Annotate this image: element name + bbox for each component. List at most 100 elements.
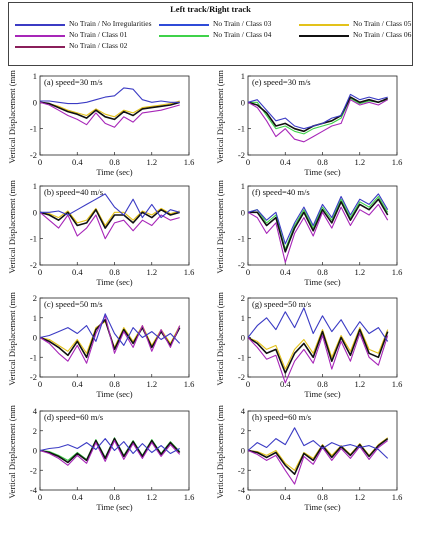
- y-tick-label: 0: [241, 333, 245, 343]
- x-tick-label: 0: [38, 157, 42, 167]
- legend-swatch: [159, 35, 209, 37]
- series-line: [247, 427, 389, 459]
- legend-label: No Train / No Irregularities: [69, 19, 152, 28]
- legend-label: No Train / Class 03: [213, 19, 272, 28]
- series-line: [39, 318, 181, 359]
- x-tick-label: 0: [38, 379, 42, 389]
- y-tick-label: 0: [33, 333, 37, 343]
- x-tick-label: 0.8: [317, 492, 328, 502]
- legend-swatch: [15, 24, 65, 26]
- x-axis-label: Time (sec): [96, 167, 132, 177]
- y-tick-label: -2: [238, 372, 245, 382]
- x-axis-label: Time (sec): [96, 277, 132, 287]
- series-line: [247, 332, 389, 384]
- series-line: [247, 437, 389, 475]
- y-axis-label: Vertical Displacement (mm): [7, 292, 17, 386]
- y-tick-label: -4: [238, 485, 246, 495]
- series-line: [39, 100, 180, 118]
- series-line: [39, 438, 180, 455]
- y-axis-label: Vertical Displacement (mm): [215, 70, 225, 164]
- x-tick-label: 0.4: [72, 267, 83, 277]
- series-line: [39, 101, 180, 121]
- y-axis-label: Vertical Displacement (mm): [215, 180, 225, 274]
- x-tick-label: 1.2: [146, 157, 157, 167]
- x-tick-label: 1.6: [392, 379, 403, 389]
- y-tick-label: 2: [241, 293, 245, 303]
- y-tick-label: 0: [33, 446, 37, 456]
- series-line: [39, 315, 181, 364]
- plot-frame: [39, 185, 190, 266]
- series-line: [39, 437, 181, 464]
- x-tick-label: 0: [246, 157, 250, 167]
- series-line: [247, 96, 389, 133]
- x-axis-label: Time (sec): [304, 167, 340, 177]
- legend-swatch: [159, 24, 209, 26]
- series-line: [39, 101, 180, 128]
- y-tick-label: -1: [238, 234, 245, 244]
- x-tick-label: 0.4: [72, 379, 83, 389]
- y-axis-label: Vertical Displacement (mm): [7, 180, 17, 274]
- y-tick-label: -2: [238, 465, 245, 475]
- y-tick-label: -1: [238, 352, 245, 362]
- series-line: [40, 87, 180, 105]
- x-tick-label: 1.6: [392, 157, 403, 167]
- x-tick-label: 0.4: [280, 157, 291, 167]
- y-tick-label: -1: [30, 124, 37, 134]
- x-tick-label: 1.6: [184, 157, 195, 167]
- series-line: [247, 327, 389, 370]
- panel-title: (d) speed=60 m/s: [44, 412, 103, 422]
- y-tick-label: 2: [33, 426, 37, 436]
- y-tick-label: 0: [241, 97, 245, 107]
- x-tick-label: 0.8: [109, 379, 120, 389]
- legend: Left track/Right track No Train / No Irr…: [8, 2, 413, 66]
- y-tick-label: -1: [30, 234, 37, 244]
- panel-title: (c) speed=50 m/s: [44, 299, 103, 309]
- panel-title: (h) speed=60 m/s: [252, 412, 311, 422]
- series-line: [247, 93, 388, 130]
- panel-title: (b) speed=40 m/s: [44, 187, 103, 197]
- x-tick-label: 1.6: [392, 492, 403, 502]
- y-tick-label: 4: [33, 406, 38, 416]
- legend-swatch: [15, 35, 65, 37]
- x-tick-label: 0.8: [317, 157, 328, 167]
- x-tick-label: 1.2: [354, 492, 365, 502]
- x-tick-label: 0: [38, 267, 42, 277]
- y-tick-label: -1: [30, 352, 37, 362]
- series-line: [247, 203, 389, 263]
- x-tick-label: 1.2: [354, 379, 365, 389]
- x-tick-label: 0: [246, 267, 250, 277]
- panel-title: (a) speed=30 m/s: [44, 77, 103, 87]
- y-tick-label: -2: [238, 260, 245, 270]
- series-line: [248, 97, 388, 135]
- x-axis-label: Time (sec): [304, 502, 340, 512]
- series-line: [247, 307, 389, 342]
- y-axis-label: Vertical Displacement (mm): [215, 405, 225, 499]
- x-axis-label: Time (sec): [304, 277, 340, 287]
- x-tick-label: 0.8: [109, 157, 120, 167]
- x-tick-label: 0.8: [109, 492, 120, 502]
- y-tick-label: -2: [30, 465, 37, 475]
- y-tick-label: 2: [241, 426, 245, 436]
- series-line: [247, 193, 389, 245]
- series-line: [247, 99, 388, 143]
- plot-frame: [39, 75, 190, 156]
- y-tick-label: -1: [238, 124, 245, 134]
- y-tick-label: 1: [241, 71, 245, 81]
- series-line: [247, 328, 389, 374]
- x-tick-label: 1.2: [354, 267, 365, 277]
- x-tick-label: 1.2: [146, 267, 157, 277]
- series-line: [39, 313, 181, 346]
- x-tick-label: 1.2: [354, 157, 365, 167]
- y-tick-label: -4: [30, 485, 38, 495]
- y-tick-label: 0: [241, 446, 245, 456]
- x-tick-label: 0.8: [317, 267, 328, 277]
- y-tick-label: -2: [238, 150, 245, 160]
- x-tick-label: 0.4: [280, 379, 291, 389]
